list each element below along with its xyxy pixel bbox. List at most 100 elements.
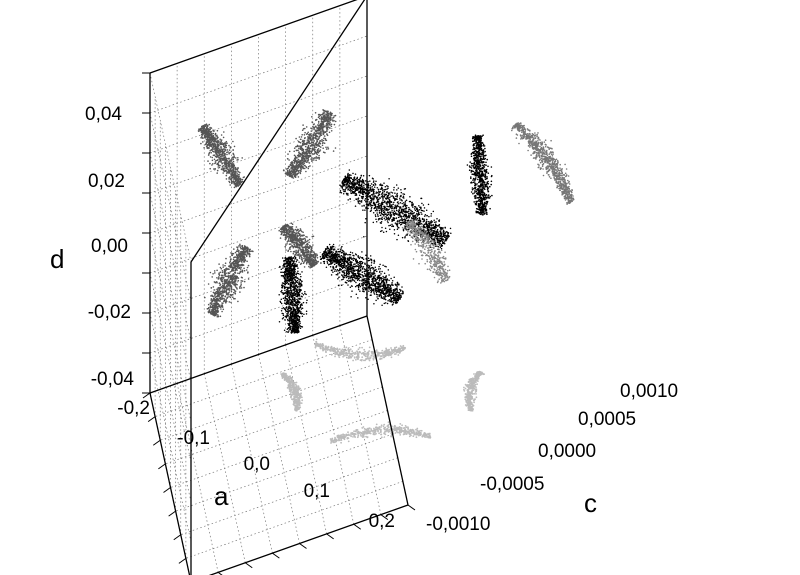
scatter-point	[238, 259, 240, 261]
scatter-point	[290, 173, 293, 175]
scatter-point	[223, 289, 225, 292]
scatter-point	[309, 252, 311, 254]
scatter-point	[385, 347, 387, 350]
scatter-point	[331, 349, 334, 352]
scatter-point	[228, 161, 231, 163]
scatter-point	[214, 272, 216, 274]
scatter-point	[228, 268, 230, 271]
scatter-point	[288, 377, 290, 379]
scatter-point	[298, 154, 300, 157]
scatter-point	[206, 128, 209, 130]
scatter-point	[467, 404, 470, 406]
scatter-point	[321, 140, 323, 143]
scatter-point	[228, 272, 230, 275]
scatter-point	[363, 348, 366, 351]
scatter-point	[227, 171, 230, 173]
scatter-point	[313, 143, 315, 145]
scatter-point	[217, 151, 220, 154]
scatter-point	[225, 289, 228, 292]
scatter-point	[282, 375, 284, 378]
scatter-point	[306, 242, 309, 245]
scatter-point	[303, 249, 305, 252]
scatter-point	[378, 428, 381, 430]
scatter-point	[464, 393, 467, 395]
scatter-point	[306, 154, 309, 156]
scatter-point	[207, 283, 210, 285]
scatter-point	[297, 408, 300, 411]
scatter-point	[305, 159, 307, 161]
scatter-point	[213, 281, 216, 283]
scatter-point	[310, 133, 312, 135]
scatter-point	[415, 431, 418, 433]
scatter-point	[465, 395, 468, 398]
scatter-point	[316, 254, 319, 256]
scatter-point	[311, 157, 313, 159]
scatter-point	[333, 123, 336, 126]
scatter-point	[300, 159, 303, 162]
scatter-point	[324, 139, 327, 141]
scatter-point	[229, 171, 231, 174]
scatter-point	[302, 144, 304, 146]
scatter-point	[330, 438, 333, 441]
scatter-point	[304, 131, 306, 134]
scatter-point	[471, 389, 474, 392]
scatter-point	[224, 262, 227, 265]
scatter-point	[242, 252, 245, 255]
scatter-point	[298, 393, 300, 395]
scatter-point	[298, 399, 301, 402]
scatter-point	[321, 347, 324, 349]
scatter-point	[234, 264, 236, 267]
scatter-point	[363, 359, 365, 362]
scatter-point	[224, 159, 226, 162]
scatter-point	[297, 170, 300, 173]
scatter-point	[222, 286, 224, 288]
scatter-point	[211, 135, 214, 138]
scatter-point	[220, 292, 222, 295]
scatter-point	[318, 113, 321, 116]
scatter-point	[228, 295, 230, 298]
scatter-point	[221, 310, 223, 313]
scatter-point	[252, 250, 254, 253]
scatter-point	[313, 145, 316, 147]
scatter-point	[397, 347, 400, 350]
scatter-point	[387, 426, 390, 428]
scatter-point	[294, 172, 296, 175]
scatter-point	[292, 387, 295, 390]
scatter-point	[217, 164, 220, 167]
scatter-point	[229, 184, 231, 186]
scatter-point	[225, 166, 227, 168]
scatter-point	[315, 129, 317, 131]
scatter-point	[393, 350, 396, 353]
scatter-point	[294, 159, 297, 161]
scatter-point	[361, 356, 364, 359]
scatter-point	[236, 182, 238, 185]
scatter-point	[477, 377, 480, 380]
scatter-point	[234, 293, 237, 295]
scatter-point	[371, 352, 373, 355]
scatter-point	[298, 230, 300, 233]
scatter-point	[397, 431, 399, 434]
scatter-point	[318, 142, 320, 145]
scatter-point	[320, 130, 323, 132]
scatter-point	[211, 139, 214, 141]
scatter-point	[471, 382, 474, 384]
scatter-point	[209, 137, 211, 140]
scatter-point	[310, 150, 313, 153]
scatter-point	[218, 276, 220, 278]
scatter-point	[331, 437, 334, 440]
scatter-point	[296, 234, 299, 236]
scatter-point	[226, 279, 228, 282]
scatter-point	[295, 396, 298, 398]
scatter-point	[209, 167, 211, 170]
scatter-point	[227, 288, 229, 291]
scatter-point	[220, 140, 222, 143]
scatter-point	[476, 372, 479, 375]
scatter-point	[302, 150, 305, 152]
scatter-point	[298, 147, 300, 150]
scatter-point	[309, 266, 312, 269]
scatter-point	[324, 110, 326, 113]
scatter-point	[466, 392, 469, 394]
scatter-point	[326, 348, 329, 350]
scatter-point	[471, 387, 474, 390]
scatter-point	[200, 131, 203, 133]
